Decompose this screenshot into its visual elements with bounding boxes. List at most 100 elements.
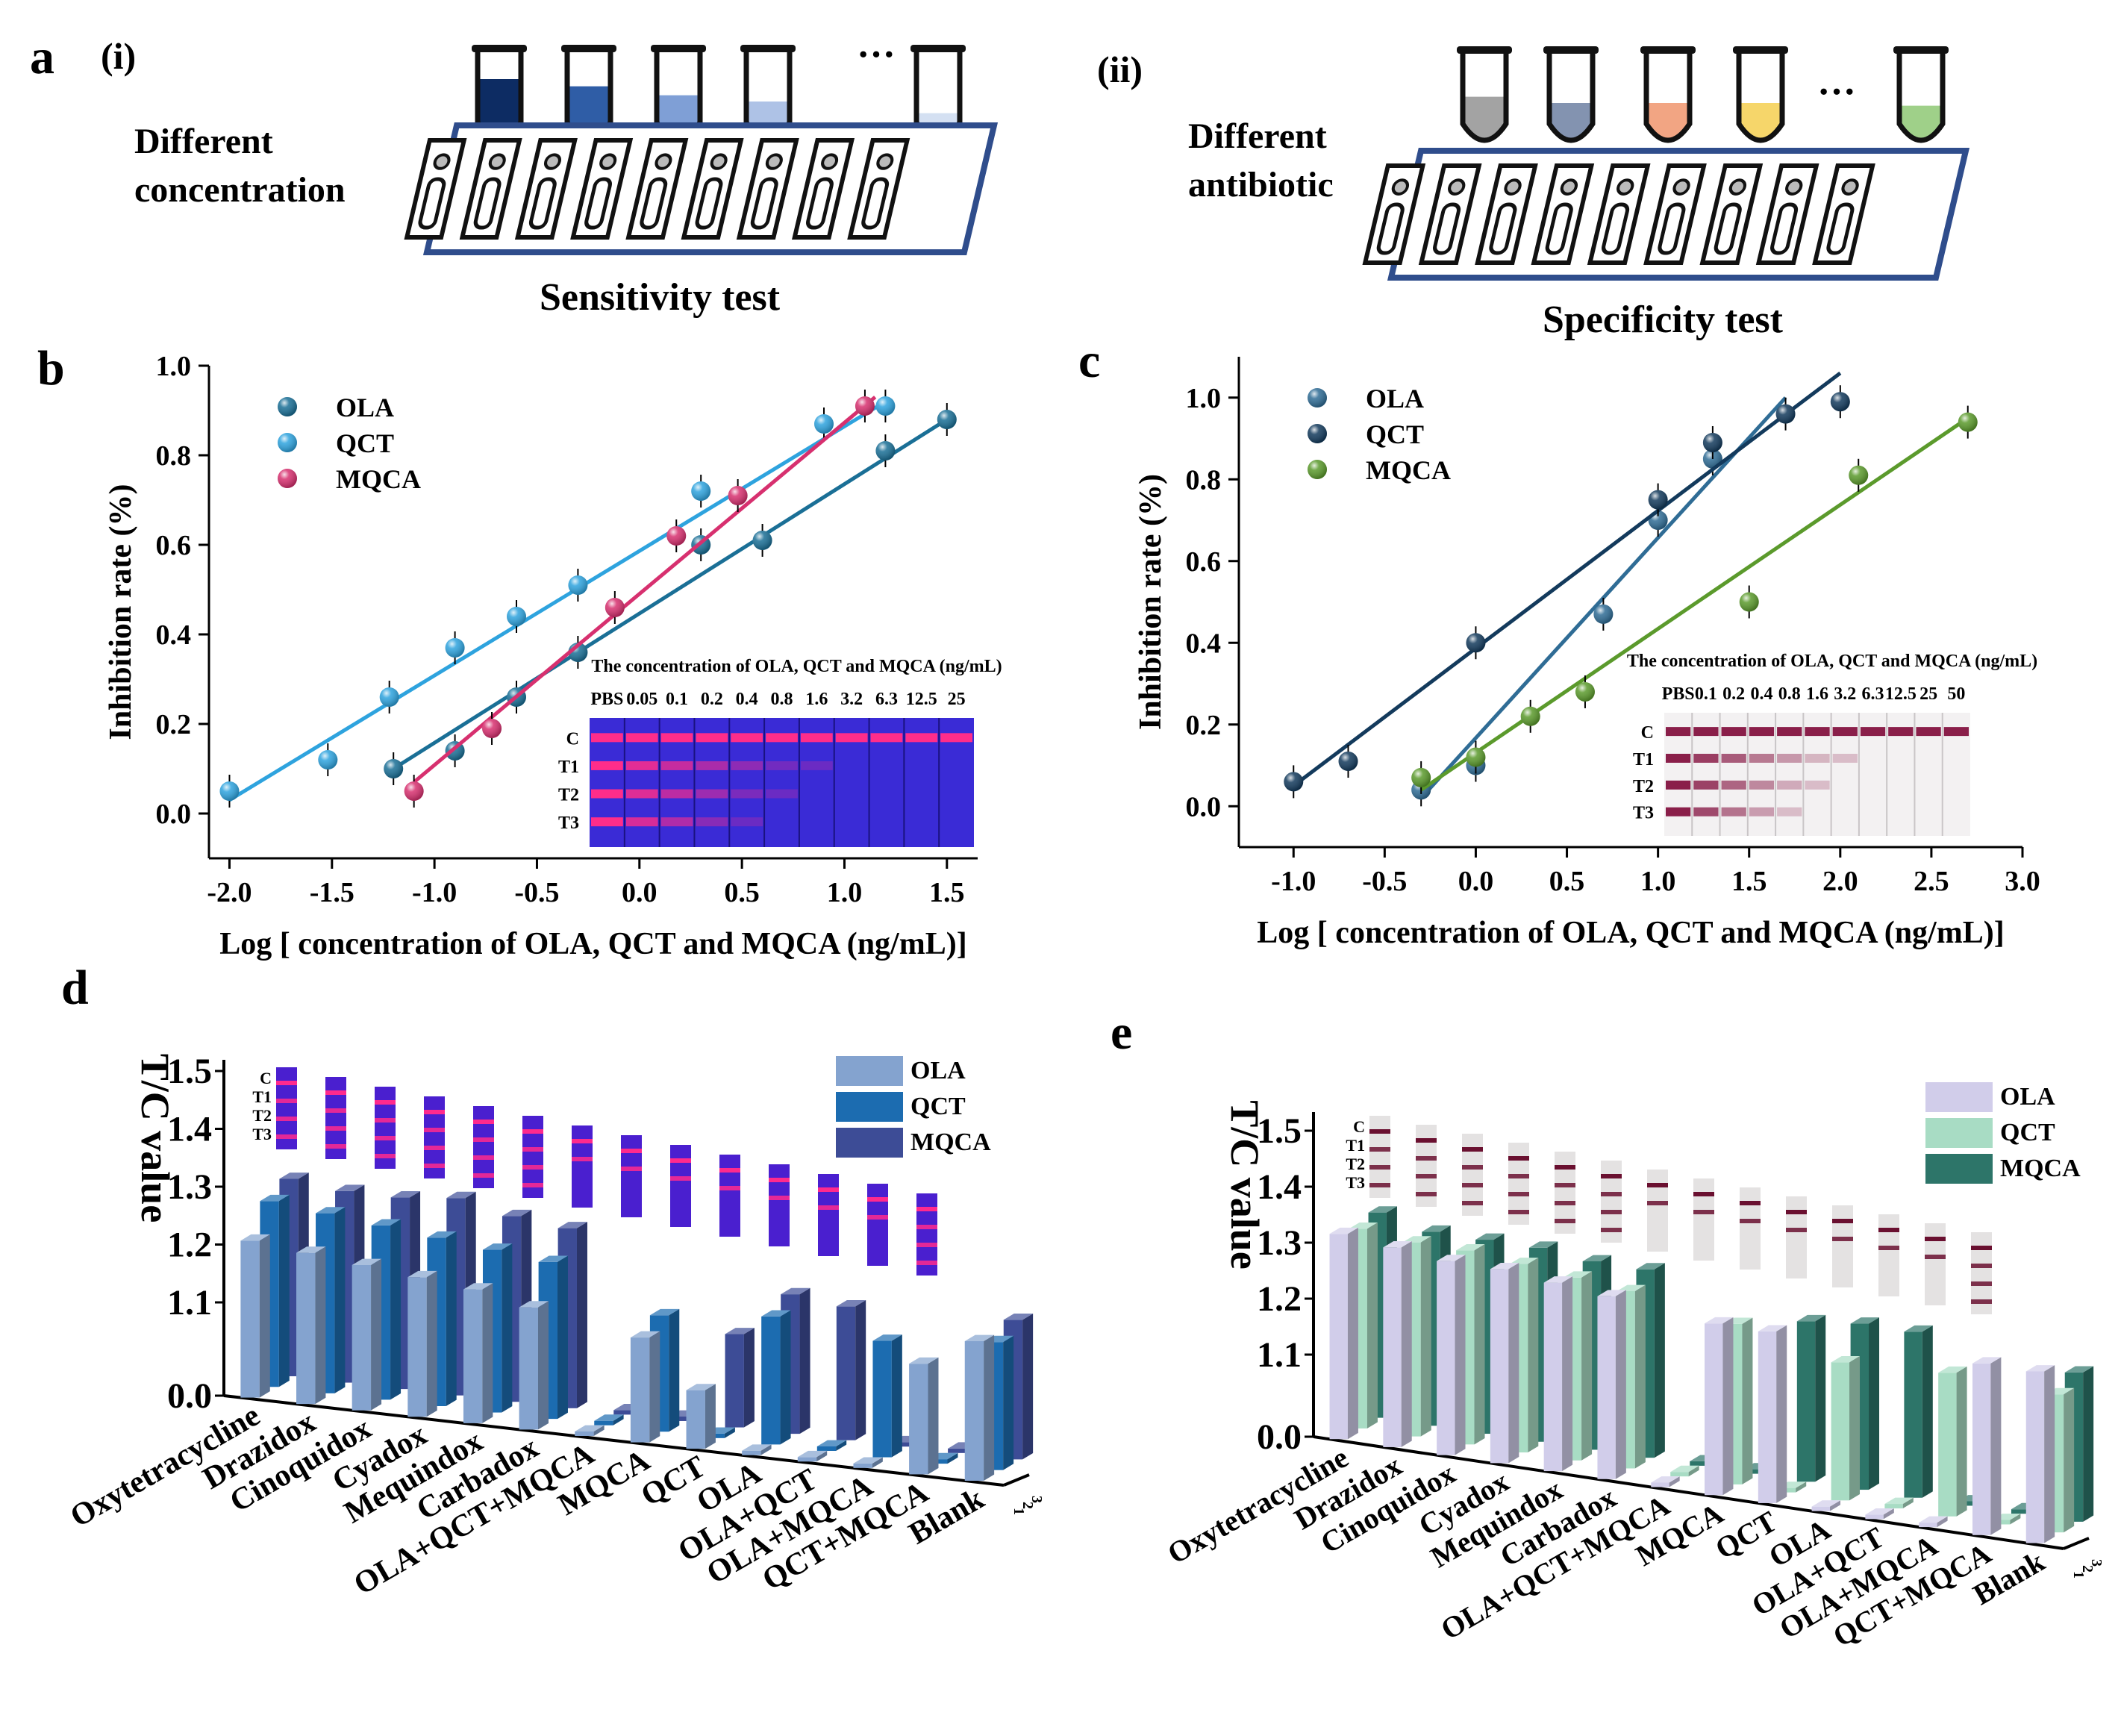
inset-row-label: T3: [558, 814, 579, 833]
bar-top: [1582, 1255, 1612, 1261]
inset-band: [766, 733, 798, 743]
data-point-shine: [1702, 432, 1722, 452]
legend-marker-shine: [1308, 388, 1327, 408]
strip-image-band: [375, 1100, 396, 1105]
bar-top: [1919, 1516, 1948, 1523]
strip-image-band: [1878, 1228, 1899, 1232]
inset-band: [591, 733, 623, 743]
legend-swatch-qct: [1925, 1118, 1993, 1148]
bar-side: [799, 1287, 810, 1434]
inset-band: [1943, 727, 1969, 737]
strip-image: [1832, 1205, 1853, 1287]
strip-image-band: [276, 1099, 297, 1103]
strip-image-background: [1832, 1205, 1853, 1287]
series-qct: QCT: [1284, 371, 1850, 799]
inset-band: [660, 817, 693, 827]
inset-band: [1693, 780, 1719, 790]
strip-image: [1369, 1116, 1390, 1198]
bar-side: [446, 1231, 457, 1406]
inset-row-label: T2: [1633, 777, 1654, 796]
x-tick-label: 0.5: [724, 877, 760, 908]
bar-top: [909, 1357, 939, 1364]
bar-mqca: [725, 1328, 755, 1428]
bar-top: [557, 1222, 587, 1228]
data-point-shine: [814, 414, 834, 434]
bar-top: [296, 1246, 326, 1253]
bar-side: [390, 1219, 402, 1400]
bar-front: [1543, 1282, 1563, 1472]
legend-marker-shine: [1308, 460, 1327, 479]
inset-band: [1666, 780, 1691, 790]
bar-top: [1705, 1317, 1734, 1324]
tube-glass: [1643, 54, 1693, 143]
bar-front: [575, 1431, 594, 1436]
inset-band: [835, 733, 868, 743]
data-point-shine: [445, 638, 465, 658]
legend-marker-shine: [278, 433, 297, 452]
legend-swatch-ola: [836, 1056, 903, 1086]
inset-column-label: 50: [1947, 684, 1965, 704]
bar-front: [594, 1420, 613, 1426]
bar-side: [1742, 1317, 1753, 1484]
data-point-shine: [1466, 633, 1486, 653]
strip-image: [375, 1087, 396, 1169]
bar-top: [2025, 1365, 2055, 1372]
strip-sample-well: [599, 153, 617, 170]
chart-b: -2.0 -1.5 -1.0 -0.5 0.0 0.5 1.0 1.5 0.0 0.2 0.4 0.6…: [104, 351, 1002, 961]
bar-top: [240, 1234, 270, 1241]
strip-image: [1925, 1223, 1946, 1305]
depth-label: 3: [2088, 1559, 2105, 1567]
chart-e: 0.01.11.21.31.41.5T/C value123Oxytetracy…: [1162, 1082, 2105, 1653]
bar-side: [1615, 1290, 1626, 1479]
tube-rim: [1543, 46, 1599, 54]
tube-row-specificity: [1457, 46, 1949, 143]
strip-image-band: [1555, 1201, 1575, 1205]
inset-column-label: 25: [948, 690, 966, 709]
legend-label-qct: QCT: [336, 428, 394, 458]
strip-image: [1693, 1178, 1714, 1261]
bar-ola: [1705, 1317, 1734, 1496]
z-tick-label: 1.2: [1257, 1279, 1302, 1319]
inset-band: [1749, 780, 1775, 790]
fit-line-mqca: [413, 396, 877, 784]
bar-top: [1904, 1325, 1933, 1332]
strip-image-band: [522, 1129, 543, 1134]
bar-side: [984, 1334, 995, 1481]
strip-image-band: [1832, 1219, 1853, 1223]
bar-side: [1366, 1223, 1378, 1429]
data-point-shine: [1466, 747, 1486, 767]
bar-side: [2083, 1366, 2094, 1522]
legend-label-mqca: MQCA: [1366, 455, 1451, 485]
z-tick-label: 1.3: [167, 1167, 212, 1207]
data-point-shine: [1411, 767, 1431, 787]
strip-row-label: C: [260, 1069, 272, 1087]
ellipsis-right: ···: [1817, 71, 1856, 113]
inset-band: [800, 761, 833, 770]
strip-image: [1878, 1214, 1899, 1296]
bar-front: [1758, 1331, 1777, 1503]
bar-front: [240, 1240, 260, 1398]
strip-image-band: [473, 1155, 494, 1160]
test-strip: [625, 138, 689, 240]
bar-front: [630, 1337, 650, 1443]
panel-letter-c: c: [1078, 334, 1100, 388]
z-tick-label: 1.4: [1257, 1167, 1302, 1207]
strip-image-band: [1369, 1183, 1390, 1187]
inset-column-label: 0.2: [701, 690, 723, 709]
strip-image: [1971, 1232, 1992, 1314]
tube-rim: [1457, 46, 1512, 54]
strip-window: [1602, 202, 1630, 255]
bar-side: [1634, 1284, 1646, 1469]
inset-column-label: 3.2: [840, 690, 863, 709]
z-axis-title: T/C value: [133, 1054, 178, 1223]
bar-front: [463, 1289, 483, 1423]
data-point-shine: [875, 396, 896, 416]
bar-side: [928, 1357, 939, 1475]
panel-letter-a: a: [30, 30, 54, 84]
bar-side: [1022, 1314, 1034, 1460]
bar-front: [1796, 1321, 1816, 1482]
test-strip: [1418, 163, 1482, 265]
strip-image-band: [1693, 1210, 1714, 1214]
strip-window: [1489, 202, 1517, 255]
inset-band: [1832, 727, 1858, 737]
